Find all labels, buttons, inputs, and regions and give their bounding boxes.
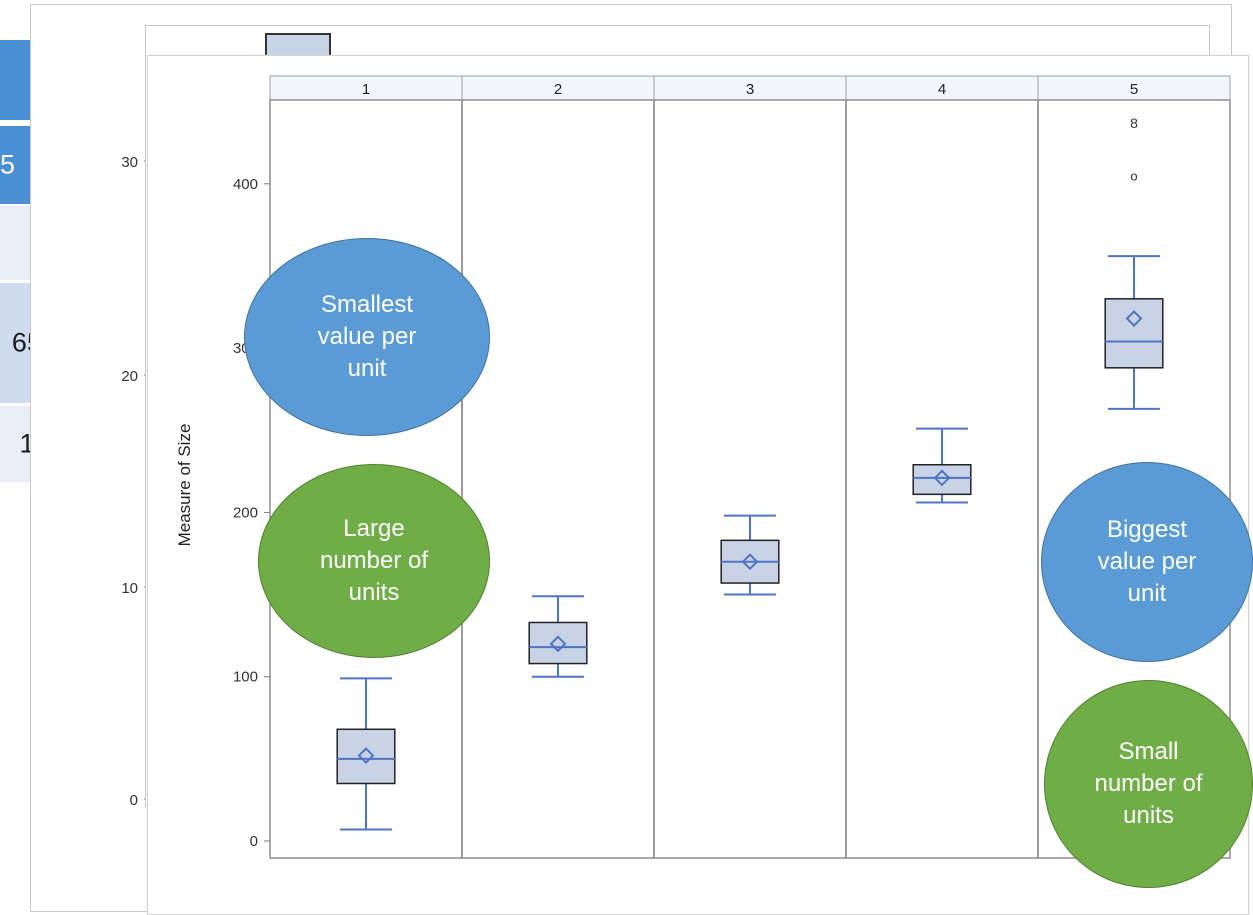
back-tick-label: 20 [121, 368, 138, 385]
y-axis-label: Measure of Size [175, 424, 194, 547]
box-iqr [528, 621, 588, 665]
bubble-text: Smallest value per unit [317, 291, 417, 382]
panel-frame [653, 99, 847, 859]
back-tick-label: 0 [130, 792, 138, 809]
smallest-value-bubble: Smallest value per unit [244, 238, 490, 436]
bubble-text: Biggest value per unit [1097, 516, 1197, 607]
mean-marker [357, 747, 375, 764]
small-number-bubble: Small number of units [1044, 680, 1253, 888]
back-chart-axis: 30 20 10 0 [121, 154, 150, 809]
bubble-text: Small number of units [1094, 738, 1203, 829]
y-tick-label: 200 [233, 504, 258, 521]
mean-marker [741, 553, 759, 571]
back-tick-label: 30 [121, 154, 138, 171]
biggest-value-bubble: Biggest value per unit [1041, 462, 1253, 662]
panel-header-label: 1 [362, 81, 370, 98]
y-tick-label: 0 [250, 833, 258, 850]
mean-marker [933, 469, 951, 487]
y-tick-label: 100 [233, 669, 258, 686]
panel-header-label: 2 [554, 81, 562, 98]
panel-header-label: 3 [746, 81, 754, 98]
back-tick-label: 10 [121, 580, 138, 597]
panel-header [845, 75, 1039, 101]
outlier-marker: 8 [1130, 115, 1138, 131]
large-number-bubble: Large number of units [258, 464, 490, 658]
box-iqr [1104, 298, 1164, 369]
box-iqr [336, 728, 396, 785]
mean-marker [1125, 310, 1143, 327]
panel-frame [461, 99, 655, 859]
box-iqr [912, 464, 972, 496]
back-y-ticks: 30 20 10 0 [121, 154, 150, 809]
panel-header [269, 75, 463, 101]
outlier-marker: o [1130, 169, 1137, 184]
panel-header [1037, 75, 1231, 101]
panel-header [461, 75, 655, 101]
panel-header-label: 5 [1130, 81, 1138, 98]
panel-header-label: 4 [938, 81, 946, 98]
bubble-text: Large number of units [319, 515, 429, 606]
mean-marker [549, 635, 567, 653]
panel-header [653, 75, 847, 101]
y-tick-label: 400 [233, 176, 258, 193]
